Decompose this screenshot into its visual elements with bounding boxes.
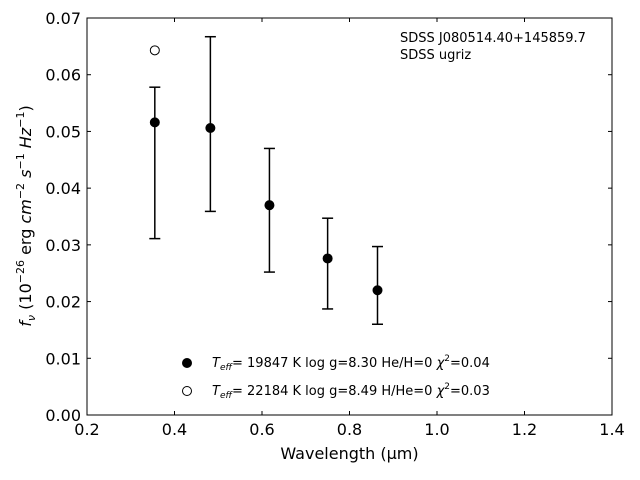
data-point-observed xyxy=(149,117,160,128)
legend-entry-1-chi: χ xyxy=(436,356,446,371)
y-label-s-exp: −1 xyxy=(14,153,27,169)
legend-entry-1-chi-sup: 2 xyxy=(444,354,450,364)
data-point-observed xyxy=(372,285,383,296)
legend-entry-2-teff-sub: eff xyxy=(220,391,234,401)
y-tick-label: 0.03 xyxy=(45,236,81,255)
y-label-erg: erg xyxy=(16,224,35,260)
y-label-exp: −26 xyxy=(14,260,27,283)
legend-entry-1-chi-val: =0.04 xyxy=(450,356,490,371)
legend-marker-open xyxy=(182,386,192,396)
y-label-nu: ν xyxy=(25,315,38,321)
data-point-model xyxy=(149,45,160,56)
axis-ticks: 0.2 0.4 0.6 0.8 1.0 1.2 1.4 0.00 0.01 0.02 0.03 0.0… xyxy=(45,9,624,439)
x-tick-label: 0.2 xyxy=(74,420,99,439)
y-tick-label: 0.02 xyxy=(45,293,81,312)
legend: Teff= 19847 K log g=8.30 He/H=0 χ2=0.04 … xyxy=(182,354,490,401)
y-label-hz-exp: −1 xyxy=(14,112,27,128)
legend-entry-2: Teff= 22184 K log g=8.49 H/He=0 χ2=0.03 xyxy=(212,382,490,401)
y-tick-label: 0.06 xyxy=(45,66,81,85)
legend-entry-2-text: = 22184 K log g=8.49 H/He=0 xyxy=(232,384,437,399)
y-axis-title: fν (10−26 erg cm−2 s−1 Hz−1) xyxy=(14,105,38,326)
legend-entry-2-chi-val: =0.03 xyxy=(450,384,490,399)
x-axis-title: Wavelength (μm) xyxy=(280,444,418,463)
y-label-units-open: (10 xyxy=(16,283,35,315)
legend-entry-1: Teff= 19847 K log g=8.30 He/H=0 χ2=0.04 xyxy=(212,354,490,373)
annotation-survey: SDSS ugriz xyxy=(400,48,471,63)
x-tick-label: 0.8 xyxy=(337,420,362,439)
y-label-cm-exp: −2 xyxy=(14,183,27,199)
data-point-observed xyxy=(322,253,333,264)
y-label-units-close: ) xyxy=(16,105,35,111)
y-label-cm: cm xyxy=(16,199,35,223)
legend-entry-1-text: = 19847 K log g=8.30 He/H=0 xyxy=(232,356,437,371)
legend-entry-1-teff-sub: eff xyxy=(220,363,234,373)
y-label-f: f xyxy=(16,319,35,327)
x-tick-label: 0.6 xyxy=(249,420,274,439)
data-point-observed xyxy=(264,200,275,211)
y-tick-label: 0.01 xyxy=(45,349,81,368)
y-label-s: s xyxy=(16,170,35,178)
x-tick-label: 1.0 xyxy=(424,420,449,439)
legend-entry-2-chi: χ xyxy=(436,384,446,399)
legend-entry-1-teff: T xyxy=(212,356,221,371)
x-tick-label: 1.2 xyxy=(512,420,537,439)
data-point-observed xyxy=(205,123,216,134)
x-tick-label: 1.4 xyxy=(599,420,624,439)
x-tick-label: 0.4 xyxy=(162,420,187,439)
legend-entry-2-teff: T xyxy=(212,384,221,399)
y-tick-label: 0.07 xyxy=(45,9,81,28)
annotation-object-name: SDSS J080514.40+145859.7 xyxy=(400,31,586,46)
y-label-hz: Hz xyxy=(16,127,35,148)
legend-marker-filled xyxy=(182,358,192,368)
y-tick-label: 0.05 xyxy=(45,122,81,141)
y-tick-label: 0.04 xyxy=(45,179,81,198)
legend-entry-2-chi-sup: 2 xyxy=(444,382,450,392)
data-marks xyxy=(149,35,383,326)
y-tick-label: 0.00 xyxy=(45,406,81,425)
